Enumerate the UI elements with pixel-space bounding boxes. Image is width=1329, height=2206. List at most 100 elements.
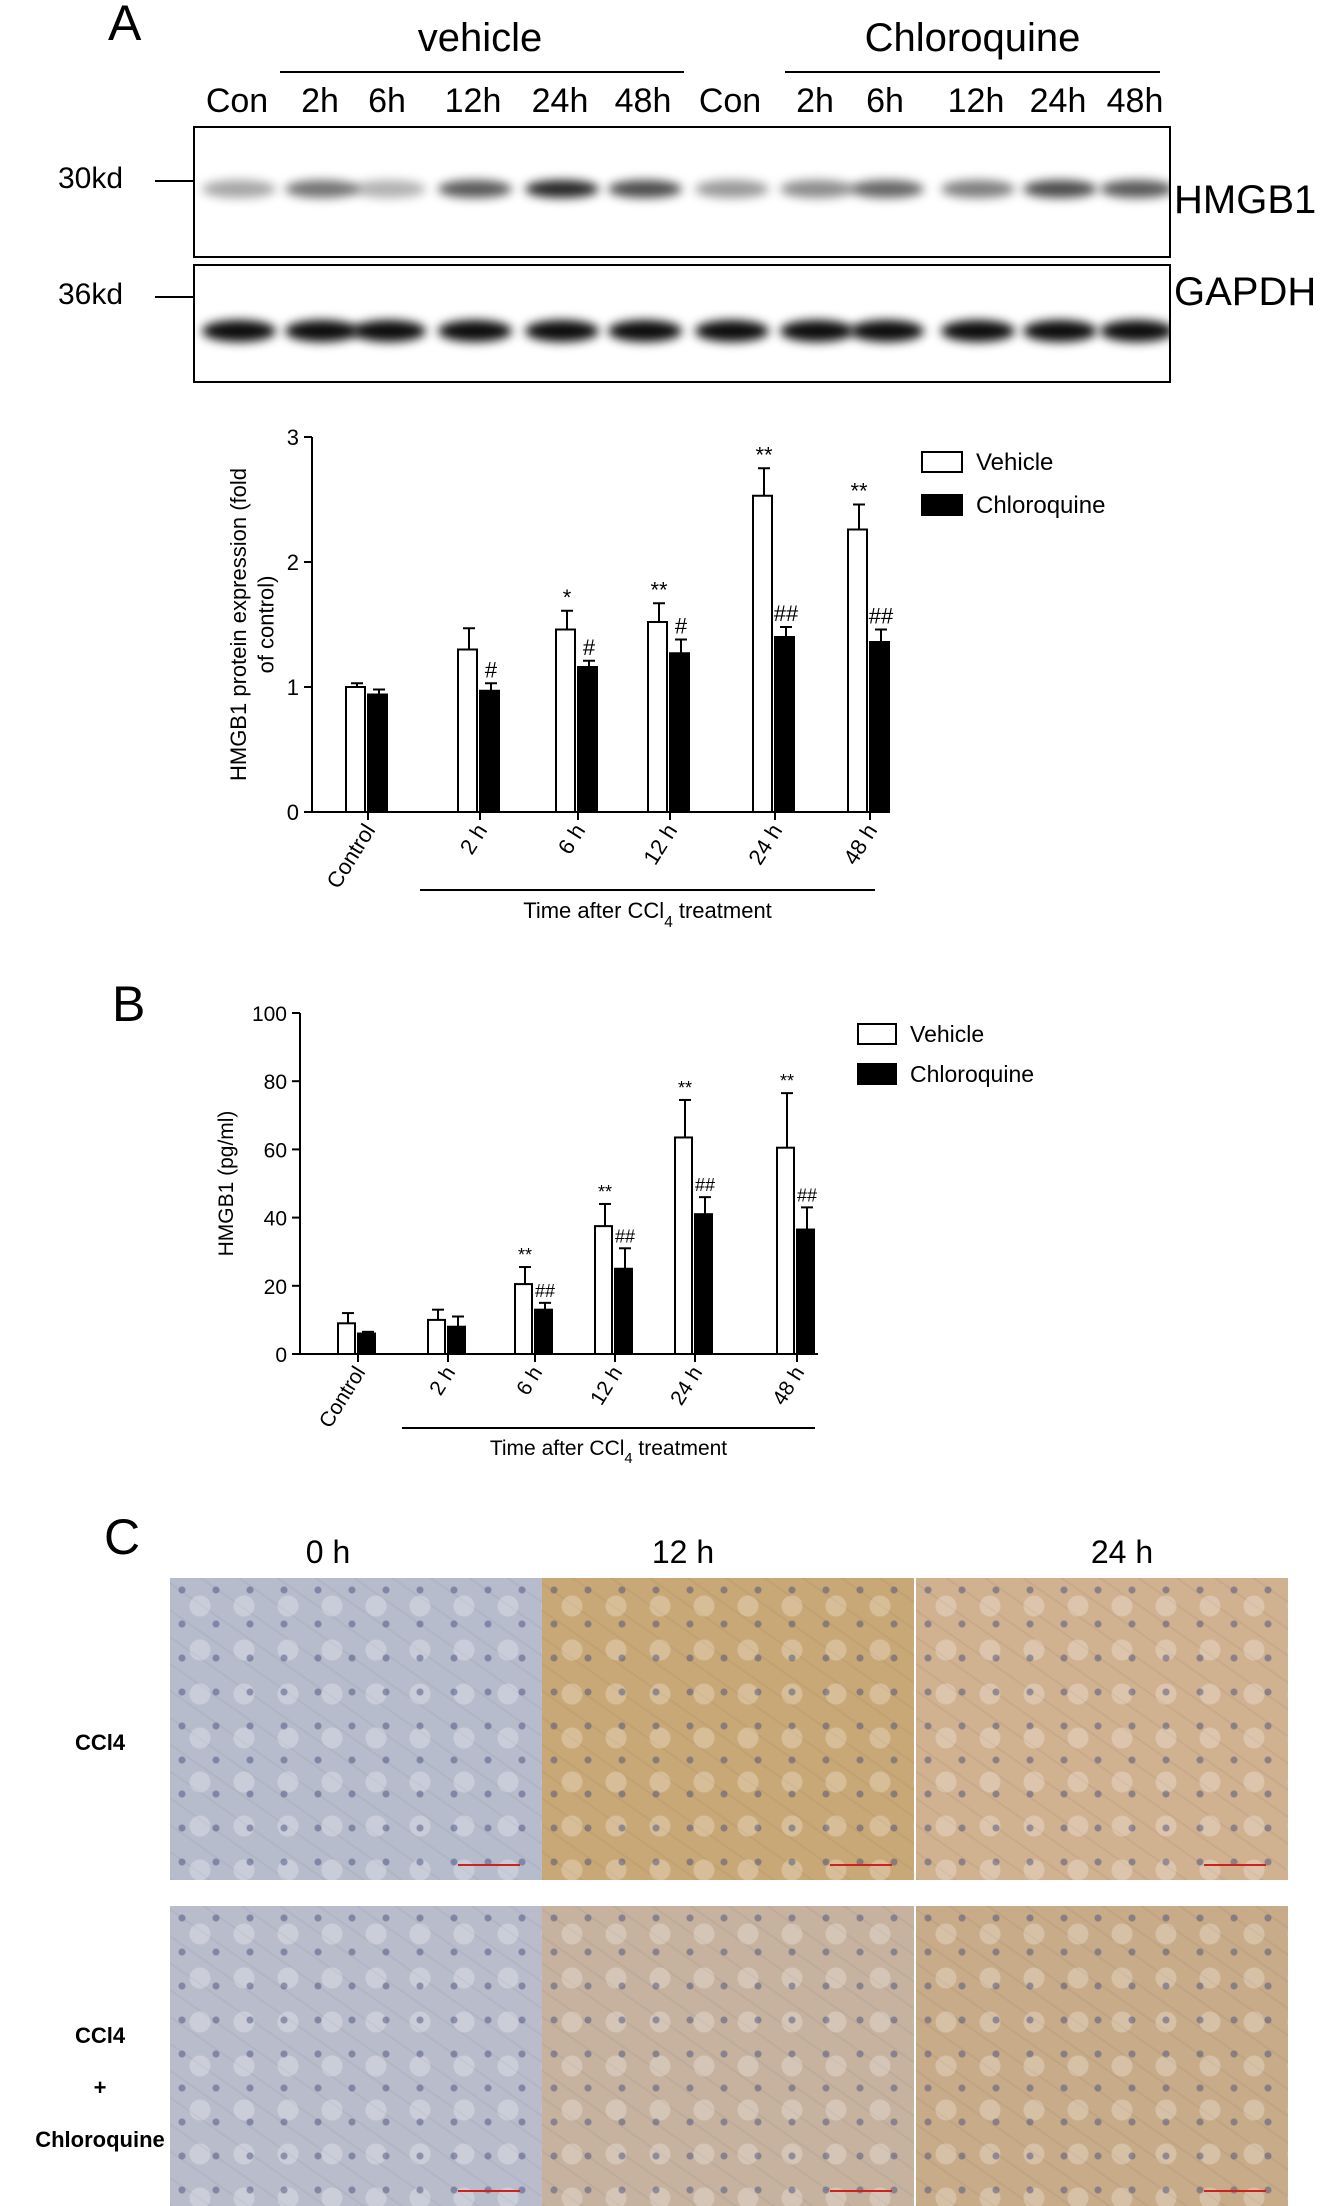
blot-band [285, 180, 359, 198]
time-header-0h: 0 h [305, 1534, 351, 1570]
lane-label: 24h [531, 82, 589, 120]
significance-label: # [675, 614, 688, 639]
protein-label-hmgb1: HMGB1 [1174, 178, 1317, 222]
time-header-24h: 24 h [1090, 1534, 1154, 1570]
y-tick-label: 20 [264, 1276, 287, 1299]
x-tick-label: 24 h [666, 1362, 707, 1409]
time-header-12h: 12 h [651, 1534, 715, 1570]
bar [594, 1225, 613, 1355]
legend-swatch [921, 451, 963, 473]
row-label-ccl4-line1: CCl4 [74, 1730, 126, 1755]
x-tick-label: 48 h [768, 1362, 809, 1409]
y-axis-label: HMGB1 (pg/ml) [215, 1111, 238, 1257]
legend-label: Chloroquine [976, 492, 1105, 519]
panel-c-letter: C [104, 1509, 141, 1565]
x-tick-label: 12 h [638, 819, 682, 869]
y-tick-label: 3 [287, 425, 299, 450]
y-tick-label: 80 [264, 1071, 287, 1094]
significance-label: ** [598, 1182, 612, 1202]
legend-label: Vehicle [976, 449, 1053, 476]
mw-tick-30kd [155, 180, 193, 182]
significance-label: ## [535, 1281, 555, 1301]
scale-bar [458, 1864, 520, 1866]
bar [427, 1318, 446, 1356]
y-axis-label-line: HMGB1 (pg/ml) [215, 1111, 238, 1257]
x-tick-label: 6 h [512, 1362, 547, 1399]
legend-swatch [857, 1023, 897, 1045]
y-axis-label-line: of control) [253, 576, 278, 674]
ihc-image-tile [542, 1578, 914, 1880]
blot-band [352, 180, 426, 198]
lane-label: 6h [368, 82, 406, 120]
scale-bar [830, 1864, 892, 1866]
blot-band [941, 180, 1015, 198]
lane-label: 12h [947, 82, 1005, 120]
significance-label: ** [678, 1078, 692, 1098]
significance-label: ## [615, 1226, 635, 1246]
bar [694, 1213, 713, 1355]
bar [847, 528, 868, 813]
blot-band [780, 320, 854, 342]
bar [796, 1228, 815, 1356]
bar [647, 621, 668, 813]
x-tick-label: 24 h [743, 819, 787, 869]
blot-band [1100, 320, 1169, 342]
row-label-line2: + [93, 2075, 107, 2100]
blot-band [941, 320, 1015, 342]
x-axis-label: Time after CCl4 treatment [490, 1437, 727, 1467]
y-axis-label-line: HMGB1 protein expression (fold [226, 468, 251, 781]
mw-label-30kd: 30kd [58, 162, 124, 195]
blot-band [525, 180, 599, 198]
blot-band [608, 320, 682, 342]
bar [869, 641, 890, 813]
ihc-image-tile [170, 1906, 542, 2206]
blot-band [285, 320, 359, 342]
lane-label: 48h [1106, 82, 1164, 120]
ihc-image-tile [916, 1578, 1288, 1880]
scale-bar [458, 2190, 520, 2192]
significance-label: ** [755, 442, 773, 467]
x-tick-label: 48 h [838, 819, 882, 869]
chart-a-protein-expression: 0 1 2 3 HMGB1 protein expression (fold of con… [226, 425, 1106, 931]
blot-band [202, 180, 276, 198]
x-axis-label-text: treatment [633, 1437, 728, 1460]
lane-label: 6h [866, 82, 904, 120]
bar [514, 1283, 533, 1355]
bar [752, 494, 773, 813]
x-axis-label-subscript: 4 [664, 914, 673, 931]
x-tick-label: Control [321, 819, 380, 892]
significance-label: * [563, 585, 572, 610]
scale-bar [1204, 1864, 1266, 1866]
significance-label: ** [650, 577, 668, 602]
bar [447, 1325, 466, 1355]
bar [367, 693, 388, 813]
bar [555, 628, 576, 813]
significance-label: # [583, 635, 596, 660]
group-label-chloroquine: Chloroquine [864, 16, 1081, 60]
lane-label: 24h [1029, 82, 1087, 120]
blot-hmgb1 [193, 126, 1171, 258]
bar [669, 652, 690, 813]
legend-swatch [857, 1063, 897, 1085]
legend-swatch [921, 494, 963, 516]
x-axis-label-text: Time after CCl [523, 898, 664, 923]
blot-band [850, 180, 924, 198]
x-axis-label-subscript: 4 [624, 1451, 632, 1467]
bar [337, 1322, 356, 1356]
scale-bar [830, 2190, 892, 2192]
lane-label: 2h [796, 82, 834, 120]
protein-label-gapdh: GAPDH [1174, 270, 1317, 314]
x-tick-label: 12 h [586, 1362, 627, 1409]
x-tick-label: 6 h [553, 819, 590, 858]
bar [674, 1136, 693, 1355]
bar [457, 648, 478, 813]
significance-label: ## [797, 1185, 817, 1205]
significance-label: ## [695, 1175, 715, 1195]
bar [614, 1267, 633, 1355]
lane-label: Con [698, 82, 762, 120]
significance-label: ## [869, 604, 894, 629]
mw-label-36kd: 36kd [58, 278, 124, 311]
row-label-ccl4-chloroquine: CCl4 + Chloroquine [10, 2010, 190, 2166]
significance-label: ** [780, 1071, 794, 1091]
row-label-line3: Chloroquine [35, 2127, 165, 2152]
